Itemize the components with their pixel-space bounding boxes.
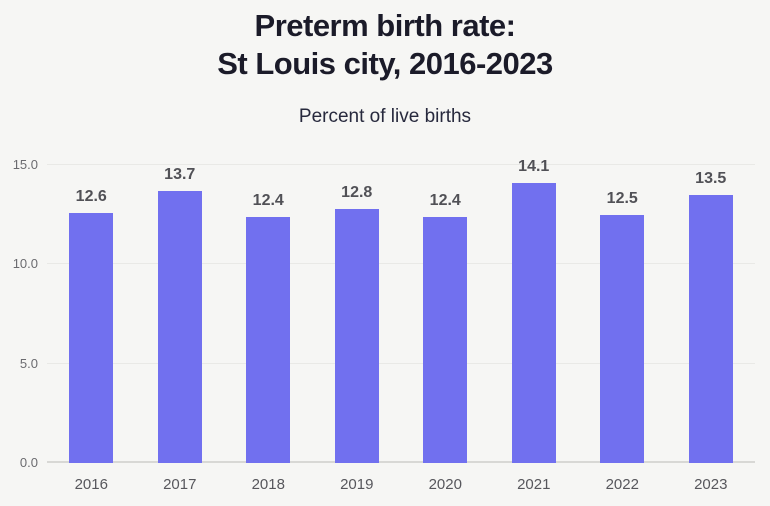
y-axis-tick-label: 10.0	[12, 256, 38, 272]
gridline	[47, 362, 755, 364]
bar-group: 12.8	[313, 146, 402, 463]
x-axis-label: 2021	[517, 476, 551, 493]
bar-value-label: 12.6	[75, 187, 107, 205]
x-axis-label: 2019	[340, 476, 374, 493]
bar-2023: 13.5	[688, 170, 733, 463]
plot-area: 0.0 5.0 10.0 15.0 12.6 13.7 12.4 12.8 12.4 14.1 12…	[13, 146, 755, 470]
x-axis-label: 2020	[428, 476, 462, 493]
x-axis-label: 2016	[74, 476, 108, 493]
bar-2020: 12.4	[423, 192, 468, 463]
bar-group: 12.5	[578, 146, 667, 463]
y-axis-tick-label: 15.0	[12, 157, 38, 172]
bar-group: 14.1	[490, 146, 579, 463]
bar-2022: 12.5	[600, 190, 645, 463]
bar-group: 12.6	[47, 146, 136, 463]
bar-value-label: 12.4	[252, 191, 284, 209]
x-axis-label: 2018	[251, 476, 285, 493]
bar-group: 12.4	[401, 146, 490, 463]
bar-2021: 14.1	[511, 158, 556, 463]
bar-value-label: 12.5	[606, 189, 638, 207]
bar-group: 12.4	[224, 146, 313, 463]
chart-title: Preterm birth rate: St Louis city, 2016-…	[0, 0, 770, 83]
bar-2019: 12.8	[334, 184, 379, 463]
bar-group: 13.7	[136, 146, 225, 463]
y-axis-tick-label: 0.0	[19, 455, 38, 470]
bar-group: 13.5	[667, 146, 756, 463]
chart-subtitle: Percent of live births	[298, 106, 472, 127]
bar-value-label: 12.4	[429, 191, 461, 209]
bar-2018: 12.4	[246, 192, 291, 463]
x-axis-label: 2017	[163, 476, 197, 493]
x-axis-label: 2022	[605, 476, 639, 493]
chart-title-line1: Preterm birth rate:	[254, 8, 516, 43]
y-axis-tick-label: 5.0	[19, 355, 38, 371]
bars-row: 12.6 13.7 12.4 12.8 12.4 14.1 12.5 13.5	[47, 146, 755, 463]
chart-title-line2: St Louis city, 2016-2023	[217, 46, 553, 81]
bar-2017: 13.7	[157, 166, 202, 463]
x-axis: 2016 2017 2018 2019 2020 2021 2022 2023	[47, 475, 755, 495]
bar-value-label: 14.1	[518, 157, 550, 175]
bar-chart: 0.0 5.0 10.0 15.0 12.6 13.7 12.4 12.8 12.4 14.1 12…	[0, 146, 770, 506]
gridline	[47, 164, 755, 165]
bar-value-label: 13.7	[164, 165, 196, 183]
gridline	[47, 263, 755, 265]
x-axis-baseline	[47, 461, 755, 463]
bar-value-label: 13.5	[695, 169, 727, 187]
bar-value-label: 12.8	[341, 183, 373, 201]
x-axis-label: 2023	[694, 476, 728, 493]
bar-2016: 12.6	[69, 188, 114, 463]
